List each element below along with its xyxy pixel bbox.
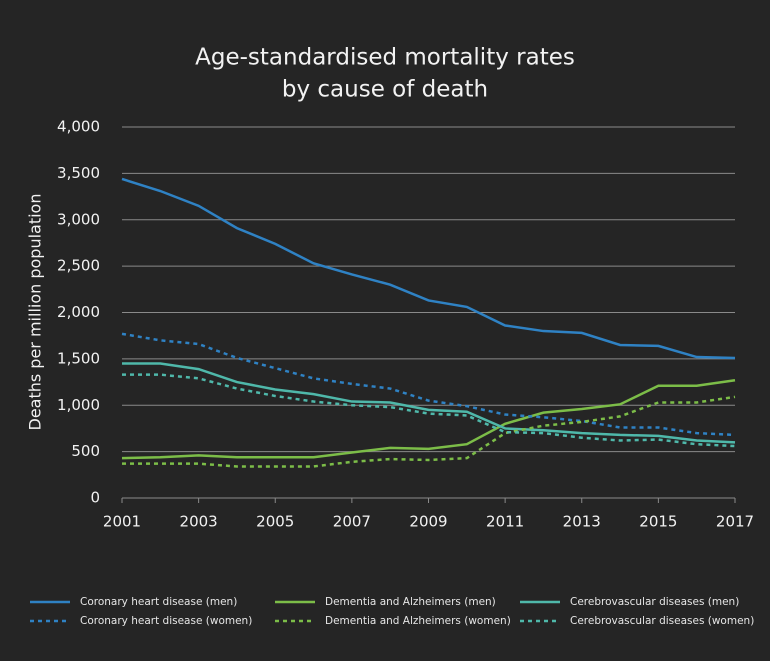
legend-label: Coronary heart disease (men) [80,596,237,608]
y-tick-label: 1,500 [57,349,100,367]
y-tick-label: 0 [90,489,100,507]
series-line [122,395,736,468]
chart-title: Age-standardised mortality rates [195,45,575,71]
x-tick-label: 2007 [333,513,371,531]
y-tick-label: 3,500 [57,164,100,182]
series-line [122,362,736,444]
series-line [121,332,736,437]
series-line [121,177,736,360]
legend-label: Dementia and Alzheimers (men) [325,596,496,608]
legend-label: Cerebrovascular diseases (men) [570,596,739,608]
y-tick-label: 500 [71,442,100,460]
x-tick-label: 2003 [180,513,218,531]
legend-label: Cerebrovascular diseases (women) [570,615,754,627]
x-tick-label: 2001 [103,513,141,531]
legend-label: Coronary heart disease (women) [80,615,252,627]
series-line [121,378,736,460]
y-tick-label: 2,500 [57,257,100,275]
x-tick-label: 2015 [639,513,677,531]
y-axis-label: Deaths per million population [26,194,45,431]
y-tick-label: 3,000 [57,210,100,228]
y-tick-label: 2,000 [57,303,100,321]
legend-label: Dementia and Alzheimers (women) [325,615,511,627]
x-tick-label: 2009 [409,513,447,531]
y-tick-label: 1,000 [57,396,100,414]
y-tick-label: 4,000 [57,118,100,136]
x-tick-label: 2017 [716,513,754,531]
x-tick-label: 2005 [256,513,294,531]
x-tick-label: 2013 [563,513,601,531]
chart-title: by cause of death [282,77,488,103]
x-tick-label: 2011 [486,513,524,531]
